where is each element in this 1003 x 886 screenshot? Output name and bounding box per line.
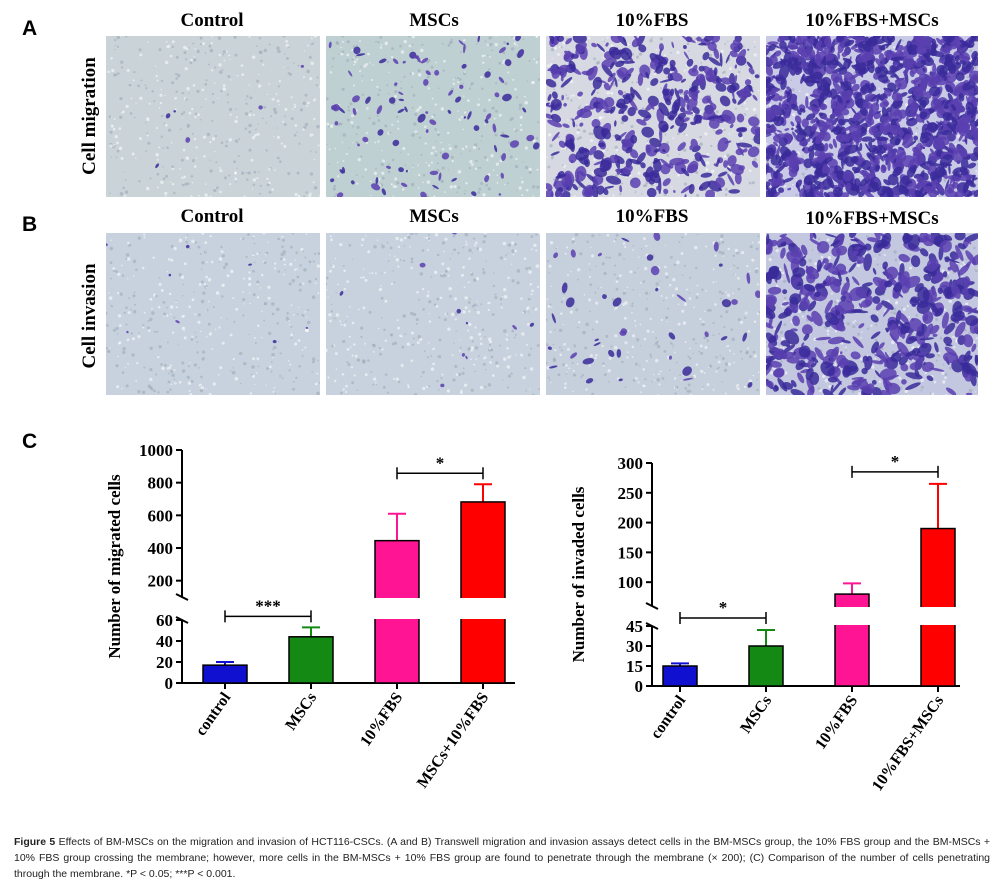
y-tick-label: 200	[148, 572, 174, 591]
y-tick-label: 45	[626, 617, 643, 636]
caption-text: Effects of BM-MSCs on the migration and …	[14, 836, 991, 880]
x-tick-label: 10%FBS	[812, 692, 861, 752]
y-tick-label: 0	[165, 674, 174, 693]
y-tick-label: 1000	[139, 441, 173, 460]
bar-break-gap	[459, 598, 507, 619]
y-axis-label: Number of migrated cells	[105, 474, 124, 659]
bar	[748, 645, 784, 687]
figure-label: Figure 5	[14, 836, 56, 848]
y-tick-label: 0	[635, 677, 644, 696]
figure-caption: Figure 5 Effects of BM-MSCs on the migra…	[14, 834, 990, 882]
bar	[202, 664, 248, 684]
invasion-image-mscs	[326, 233, 540, 395]
migration-image-mscs	[326, 36, 540, 197]
y-tick-label: 15	[626, 657, 643, 676]
cell-invasion-row-label: Cell invasion	[79, 263, 100, 369]
migration-title-mscs: MSCs	[409, 10, 459, 31]
axis-break-mark	[645, 602, 659, 610]
migration-title-fbs: 10%FBS	[615, 10, 689, 31]
x-tick-label: MSCs+10%FBS	[414, 689, 492, 791]
migration-bar-chart: Number of migrated cells 2004006008001000…	[105, 441, 515, 791]
panel-c-label: C	[22, 430, 38, 453]
x-tick-label: 10%FBS+MSCs	[869, 693, 947, 795]
migration-image-fbs-mscs	[766, 36, 978, 197]
y-tick-label: 40	[156, 632, 173, 651]
y-tick-label: 400	[148, 539, 174, 558]
x-tick-label: MSCs	[282, 690, 320, 734]
x-tick-label: control	[647, 692, 689, 742]
y-tick-label: 200	[618, 514, 644, 533]
bar	[460, 501, 506, 684]
bar-break-gap	[919, 607, 957, 625]
bar-break-gap	[833, 607, 871, 625]
x-tick-label: 10%FBS	[357, 689, 406, 749]
invasion-image-fbs	[546, 233, 760, 395]
panel-a-label: A	[22, 17, 38, 40]
significance-label: *	[719, 598, 728, 617]
x-tick-label: MSCs	[737, 693, 775, 737]
y-tick-label: 150	[618, 543, 644, 562]
bar	[662, 665, 698, 687]
significance-label: ***	[255, 596, 281, 615]
invasion-title-mscs: MSCs	[409, 206, 459, 227]
x-tick-label: control	[192, 689, 234, 739]
y-tick-label: 60	[156, 611, 173, 630]
migration-image-control	[106, 36, 320, 197]
y-tick-label: 300	[618, 454, 644, 473]
y-tick-label: 600	[148, 506, 174, 525]
y-tick-label: 30	[626, 637, 643, 656]
panel-b-label: B	[22, 213, 38, 236]
axis-break-mark	[175, 593, 189, 601]
migration-title-fbs-mscs: 10%FBS+MSCs	[805, 10, 939, 31]
bar	[288, 636, 334, 684]
y-tick-label: 800	[148, 474, 174, 493]
invasion-title-fbs: 10%FBS	[615, 206, 689, 227]
cell-migration-row-label: Cell migration	[79, 57, 100, 175]
invasion-title-control: Control	[180, 206, 244, 227]
y-tick-label: 100	[618, 573, 644, 592]
migration-title-control: Control	[180, 10, 244, 31]
invasion-bar-chart: Number of invaded cells 10015020025030001…	[569, 452, 960, 795]
y-tick-label: 250	[618, 484, 644, 503]
y-axis-label: Number of invaded cells	[569, 486, 588, 662]
significance-label: *	[436, 453, 445, 472]
invasion-image-fbs-mscs	[766, 233, 978, 395]
migration-image-fbs	[546, 36, 760, 197]
significance-label: *	[891, 452, 900, 471]
invasion-title-fbs-mscs: 10%FBS+MSCs	[805, 208, 939, 229]
y-tick-label: 20	[156, 653, 173, 672]
invasion-image-control	[106, 233, 320, 395]
bar-break-gap	[373, 598, 421, 619]
